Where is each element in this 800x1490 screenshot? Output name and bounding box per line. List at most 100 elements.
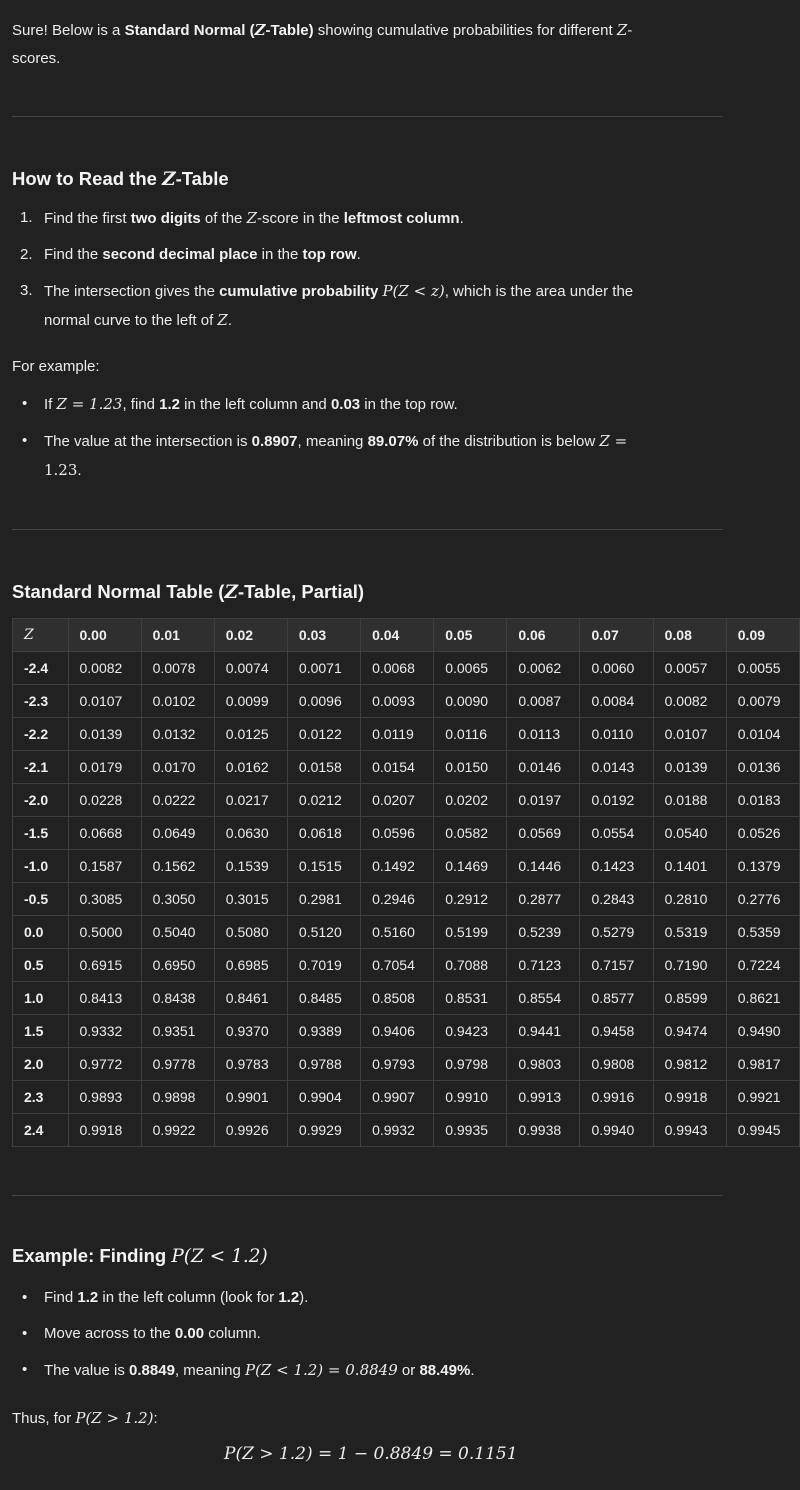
probability-cell: 0.9918 bbox=[67, 1113, 142, 1147]
probability-cell: 0.9772 bbox=[67, 1047, 142, 1081]
probability-cell: 0.1515 bbox=[286, 849, 362, 883]
step-bold: top row bbox=[302, 246, 357, 263]
bullet-bold: 89.07% bbox=[367, 433, 419, 450]
probability-cell: 0.9901 bbox=[213, 1080, 288, 1114]
intro-text: Sure! Below is a bbox=[12, 22, 125, 39]
column-header: 0.07 bbox=[579, 618, 654, 652]
probability-cell: 0.0630 bbox=[213, 816, 288, 850]
probability-cell: 0.9893 bbox=[67, 1080, 142, 1114]
bullet-text: , meaning bbox=[174, 1362, 245, 1379]
bullet-dot: • bbox=[22, 1325, 28, 1342]
probability-cell: 0.9406 bbox=[360, 1014, 435, 1048]
z-value-cell: -2.1 bbox=[12, 750, 69, 784]
step-z-math: Z bbox=[217, 311, 228, 329]
probability-cell: 0.0136 bbox=[725, 750, 800, 784]
step-text: , which is the area under the bbox=[444, 283, 634, 300]
table-row: 2.3 0.9893 0.9898 0.9901 0.9904 0.9907 0.9910 0… bbox=[12, 1080, 800, 1114]
intro-bold: Standard Normal (Z-Table) bbox=[125, 21, 314, 39]
step-number: 2. bbox=[20, 246, 33, 263]
probability-cell: 0.2981 bbox=[286, 882, 362, 916]
table-row: -2.0 0.0228 0.0222 0.0217 0.0212 0.0207 0.0202… bbox=[12, 783, 800, 817]
table-row: 2.4 0.9918 0.9922 0.9926 0.9929 0.9932 0.9935 0… bbox=[12, 1113, 800, 1147]
example-bullet-1: • Find 1.2 in the left column (look for 1… bbox=[12, 1284, 732, 1312]
probability-cell: 0.8554 bbox=[506, 981, 581, 1015]
probability-cell: 0.0107 bbox=[652, 717, 727, 751]
probability-cell: 0.9783 bbox=[213, 1047, 288, 1081]
step-text: . bbox=[356, 246, 361, 263]
z-value-cell: 1.5 bbox=[12, 1014, 69, 1048]
table-row: -2.1 0.0179 0.0170 0.0162 0.0158 0.0154 0.0150… bbox=[12, 750, 800, 784]
intro-text-3: - bbox=[627, 22, 633, 39]
probability-cell: 0.2912 bbox=[433, 882, 508, 916]
probability-cell: 0.7088 bbox=[433, 948, 508, 982]
probability-cell: 0.0668 bbox=[67, 816, 142, 850]
probability-cell: 0.0055 bbox=[725, 651, 800, 685]
probability-cell: 0.0526 bbox=[725, 816, 800, 850]
bullet-text: ). bbox=[299, 1289, 309, 1306]
probability-cell: 0.5359 bbox=[725, 915, 800, 949]
probability-cell: 0.5080 bbox=[213, 915, 288, 949]
probability-cell: 0.0082 bbox=[652, 684, 727, 718]
probability-cell: 0.0084 bbox=[579, 684, 654, 718]
probability-cell: 0.9938 bbox=[506, 1113, 581, 1147]
probability-cell: 0.0554 bbox=[579, 816, 654, 850]
step-bold: second decimal place bbox=[102, 246, 258, 263]
probability-cell: 0.0125 bbox=[213, 717, 288, 751]
probability-cell: 0.0068 bbox=[360, 651, 435, 685]
step-text: . bbox=[459, 210, 464, 227]
bullet-math: Z = 1.23 bbox=[56, 395, 123, 413]
probability-cell: 0.0540 bbox=[652, 816, 727, 850]
probability-cell: 0.9798 bbox=[433, 1047, 508, 1081]
bullet-text: in the top row. bbox=[360, 396, 458, 413]
step-text: The intersection gives the bbox=[44, 283, 220, 300]
probability-cell: 0.9474 bbox=[652, 1014, 727, 1048]
table-row: -0.5 0.3085 0.3050 0.3015 0.2981 0.2946 0.2912… bbox=[12, 882, 800, 916]
step-text: in the bbox=[257, 246, 303, 263]
probability-cell: 0.2776 bbox=[725, 882, 800, 916]
probability-cell: 0.8461 bbox=[213, 981, 288, 1015]
probability-cell: 0.0082 bbox=[67, 651, 142, 685]
probability-cell: 0.9922 bbox=[140, 1113, 215, 1147]
probability-cell: 0.7054 bbox=[360, 948, 435, 982]
column-header: 0.08 bbox=[652, 618, 727, 652]
probability-cell: 0.5199 bbox=[433, 915, 508, 949]
probability-cell: 0.0060 bbox=[579, 651, 654, 685]
bullet-dot: • bbox=[22, 395, 28, 412]
column-header: 0.09 bbox=[725, 618, 800, 652]
step-text: Find the bbox=[44, 246, 103, 263]
probability-cell: 0.7123 bbox=[506, 948, 581, 982]
probability-cell: 0.1401 bbox=[652, 849, 727, 883]
table-row: 1.5 0.9332 0.9351 0.9370 0.9389 0.9406 0.9423 0… bbox=[12, 1014, 800, 1048]
column-header: 0.02 bbox=[213, 618, 288, 652]
example-heading-text: Example: Finding bbox=[12, 1245, 172, 1266]
probability-cell: 0.0107 bbox=[67, 684, 142, 718]
table-row: 0.5 0.6915 0.6950 0.6985 0.7019 0.7054 0.7088 0… bbox=[12, 948, 800, 982]
probability-cell: 0.0116 bbox=[433, 717, 508, 751]
probability-cell: 0.8531 bbox=[433, 981, 508, 1015]
example-steps: • Find 1.2 in the left column (look for 1… bbox=[12, 1284, 732, 1393]
probability-cell: 0.0207 bbox=[360, 783, 435, 817]
probability-cell: 0.2843 bbox=[579, 882, 654, 916]
probability-cell: 0.9904 bbox=[286, 1080, 362, 1114]
probability-cell: 0.1423 bbox=[579, 849, 654, 883]
bullet-bold: 0.03 bbox=[330, 396, 361, 413]
bullet-text: column. bbox=[204, 1325, 261, 1342]
probability-cell: 0.0079 bbox=[725, 684, 800, 718]
probability-cell: 0.9926 bbox=[213, 1113, 288, 1147]
z-value-cell: -2.3 bbox=[12, 684, 69, 718]
probability-cell: 0.0143 bbox=[579, 750, 654, 784]
probability-cell: 0.0132 bbox=[140, 717, 215, 751]
step-text: of the bbox=[200, 210, 247, 227]
bullet-bold: 0.8849 bbox=[129, 1362, 175, 1379]
probability-cell: 0.9788 bbox=[286, 1047, 362, 1081]
bullet-text: Find bbox=[44, 1289, 78, 1306]
intro-text-2: showing cumulative probabilities for dif… bbox=[313, 22, 617, 39]
table-row: -2.4 0.0082 0.0078 0.0074 0.0071 0.0068 0.0065… bbox=[12, 651, 800, 685]
probability-cell: 0.1562 bbox=[140, 849, 215, 883]
probability-cell: 0.5279 bbox=[579, 915, 654, 949]
probability-cell: 0.1539 bbox=[213, 849, 288, 883]
table-row: -1.0 0.1587 0.1562 0.1539 0.1515 0.1492 0.1469… bbox=[12, 849, 800, 883]
bullet-text: . bbox=[77, 462, 82, 479]
probability-cell: 0.0122 bbox=[286, 717, 362, 751]
probability-cell: 0.9916 bbox=[579, 1080, 654, 1114]
